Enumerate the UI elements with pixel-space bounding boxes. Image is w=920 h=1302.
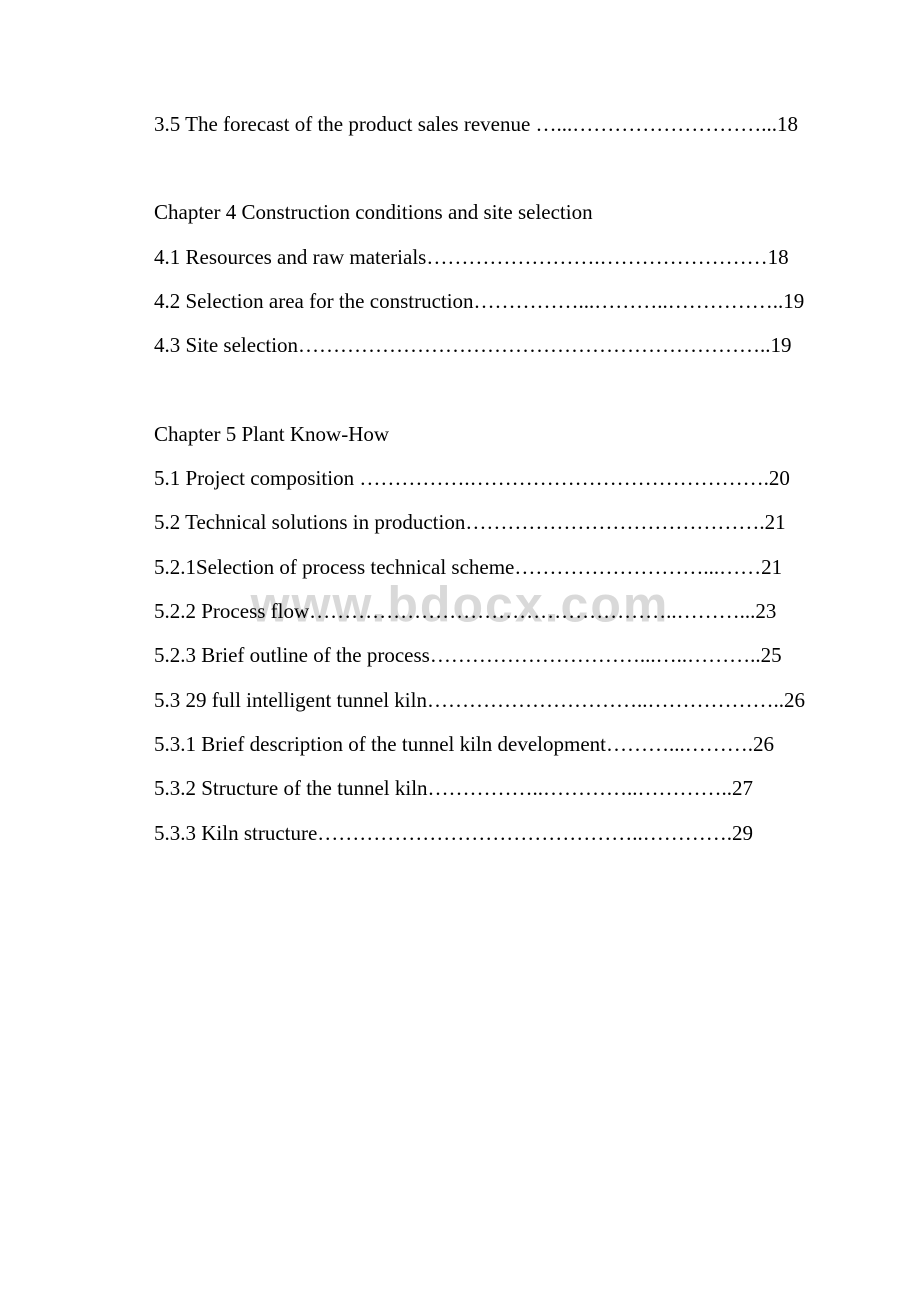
toc-entry-text: 5.2.1Selection of process technical sche… [154,555,782,579]
toc-entry-text: 5.2.3 Brief outline of the process………………… [154,643,782,667]
toc-entry-text: 3.5 The forecast of the product sales re… [154,112,798,136]
toc-entry-text: Chapter 4 Construction conditions and si… [154,200,593,224]
toc-entry-text: 5.3.2 Structure of the tunnel kiln…………….… [154,776,753,800]
toc-entry-text: 5.3.1 Brief description of the tunnel ki… [154,732,774,756]
toc-entries: 3.5 The forecast of the product sales re… [100,110,820,847]
toc-gap [100,376,820,420]
toc-entry: 5.3.1 Brief description of the tunnel ki… [100,730,820,758]
toc-entry-text: 5.3 29 full intelligent tunnel kiln……………… [154,688,805,712]
toc-page: 3.5 The forecast of the product sales re… [0,0,920,923]
toc-entry-text: 5.2 Technical solutions in production………… [154,510,786,534]
toc-gap [100,154,820,198]
toc-entry: 5.3 29 full intelligent tunnel kiln……………… [100,686,820,714]
toc-entry-text: 4.1 Resources and raw materials…………………….… [154,245,789,269]
toc-entry: 5.2 Technical solutions in production………… [100,508,820,536]
toc-entry-text: 5.3.3 Kiln structure………………………………………..………… [154,821,753,845]
toc-chapter-heading: Chapter 4 Construction conditions and si… [100,198,820,226]
toc-chapter-heading: Chapter 5 Plant Know-How [100,420,820,448]
toc-entry-text: 4.3 Site selection…………………………………………………………… [154,333,792,357]
toc-entry-text: Chapter 5 Plant Know-How [154,422,389,446]
toc-entry: 5.3.3 Kiln structure………………………………………..………… [100,819,820,847]
toc-entry: 5.2.3 Brief outline of the process………………… [100,641,820,669]
toc-entry-text: 5.2.2 Process flow……………………………………………..………… [154,599,776,623]
toc-entry: 3.5 The forecast of the product sales re… [100,110,820,138]
toc-entry: 5.2.1Selection of process technical sche… [100,553,820,581]
toc-entry: 4.1 Resources and raw materials…………………….… [100,243,820,271]
toc-entry: 5.1 Project composition …………….…………………………… [100,464,820,492]
toc-entry-text: 4.2 Selection area for the construction…… [154,289,804,313]
toc-entry-text: 5.1 Project composition …………….…………………………… [154,466,790,490]
toc-entry: 4.2 Selection area for the construction…… [100,287,820,315]
toc-entry: 4.3 Site selection…………………………………………………………… [100,331,820,359]
toc-entry: 5.3.2 Structure of the tunnel kiln…………….… [100,774,820,802]
toc-entry: 5.2.2 Process flow……………………………………………..………… [100,597,820,625]
